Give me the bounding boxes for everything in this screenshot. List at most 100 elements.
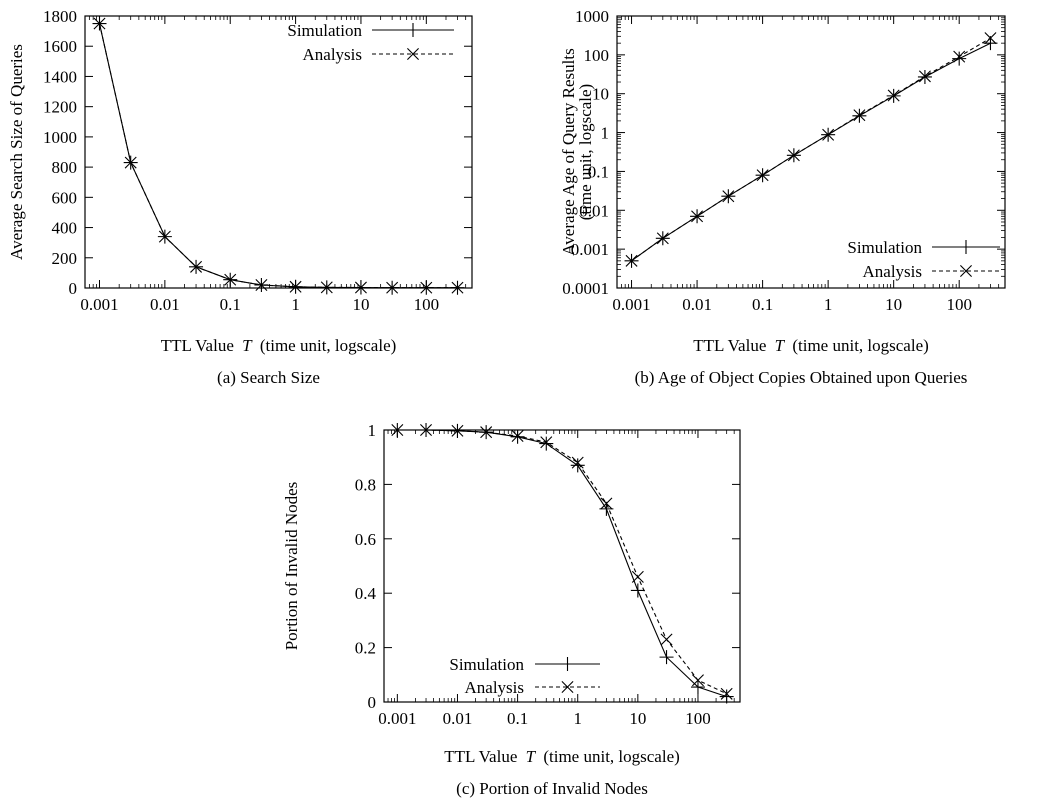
y-tick-label: 0.01 bbox=[579, 201, 609, 220]
series-analysis bbox=[625, 32, 997, 267]
data-point bbox=[289, 280, 302, 293]
series-line bbox=[631, 37, 991, 262]
legend-marker bbox=[959, 240, 973, 254]
legend-marker bbox=[561, 681, 574, 693]
y-tick-label: 200 bbox=[52, 249, 78, 268]
data-point bbox=[659, 650, 674, 665]
data-point bbox=[158, 230, 171, 243]
x-tick-label: 100 bbox=[414, 295, 440, 314]
series-line bbox=[98, 23, 458, 289]
data-point bbox=[540, 436, 553, 449]
data-point bbox=[822, 128, 835, 141]
data-point bbox=[451, 281, 464, 294]
series-analysis bbox=[93, 17, 464, 294]
chart-invalid-nodes: 0.001 0.01 0.1 1 10 100 0 0.2 0.4 0.6 0.8 1 TTL Valu… bbox=[282, 421, 741, 798]
y-tick-label: 600 bbox=[52, 188, 78, 207]
data-point bbox=[953, 50, 966, 63]
data-point bbox=[391, 424, 404, 436]
data-point bbox=[656, 232, 669, 245]
series-line bbox=[397, 429, 727, 698]
data-point bbox=[480, 426, 493, 439]
chart-caption: (b) Age of Object Copies Obtained upon Q… bbox=[635, 368, 968, 387]
x-tick-label: 0.1 bbox=[752, 295, 773, 314]
data-point bbox=[918, 70, 931, 83]
legend-marker bbox=[960, 265, 972, 277]
x-axis-label: TTL Value T (time unit, logscale) bbox=[693, 336, 929, 355]
y-tick-label: 1000 bbox=[43, 128, 77, 147]
data-point bbox=[787, 149, 800, 162]
chart-caption: (a) Search Size bbox=[217, 368, 320, 387]
y-tick-label: 1600 bbox=[43, 37, 77, 56]
y-tick-label: 800 bbox=[52, 158, 78, 177]
legend-label: Simulation bbox=[847, 238, 922, 257]
y-axis-label: Average Search Size of Queries bbox=[7, 44, 26, 260]
legend-marker bbox=[406, 23, 420, 37]
legend: Simulation Analysis bbox=[847, 238, 1000, 281]
data-point bbox=[722, 190, 735, 203]
data-point bbox=[420, 424, 433, 436]
legend-marker bbox=[560, 657, 575, 671]
x-tick-label: 0.001 bbox=[80, 295, 118, 314]
y-tick-label: 1 bbox=[601, 124, 610, 143]
data-point bbox=[320, 281, 333, 294]
data-point bbox=[511, 429, 524, 442]
data-point bbox=[952, 51, 967, 66]
data-point bbox=[719, 689, 734, 704]
series-simulation bbox=[390, 423, 734, 704]
legend: Simulation Analysis bbox=[449, 655, 600, 697]
data-point bbox=[691, 210, 704, 223]
y-tick-label: 400 bbox=[52, 219, 78, 238]
legend-label: Simulation bbox=[287, 21, 362, 40]
data-point bbox=[756, 169, 769, 182]
data-point bbox=[124, 156, 137, 169]
series-analysis bbox=[391, 424, 733, 700]
x-tick-label: 0.001 bbox=[612, 295, 650, 314]
y-tick-label: 1400 bbox=[43, 67, 77, 86]
x-tick-label: 0.1 bbox=[220, 295, 241, 314]
series-line bbox=[631, 42, 991, 262]
data-point bbox=[539, 436, 554, 451]
y-tick-label: 0.2 bbox=[355, 639, 376, 658]
series-simulation bbox=[624, 36, 998, 268]
x-tick-label: 1 bbox=[824, 295, 833, 314]
data-point bbox=[887, 89, 900, 102]
x-tick-label: 10 bbox=[629, 709, 646, 728]
y-axis-label: Portion of Invalid Nodes bbox=[282, 482, 301, 651]
x-tick-label: 100 bbox=[946, 295, 972, 314]
legend-marker bbox=[407, 48, 419, 60]
legend-label: Analysis bbox=[863, 262, 923, 281]
y-tick-label: 0.6 bbox=[355, 530, 376, 549]
y-tick-label: 0.0001 bbox=[562, 279, 609, 298]
plot-frame bbox=[84, 15, 473, 289]
data-point bbox=[625, 254, 638, 267]
x-tick-label: 10 bbox=[885, 295, 902, 314]
data-point bbox=[451, 424, 464, 437]
x-tick-label: 0.001 bbox=[378, 709, 416, 728]
legend: Simulation Analysis bbox=[287, 21, 454, 64]
chart-age-of-copies: 0.001 0.01 0.1 1 10 1000.00010.0010.010.11101… bbox=[559, 7, 1006, 387]
legend-label: Simulation bbox=[449, 655, 524, 674]
legend-label: Analysis bbox=[465, 678, 525, 697]
data-point bbox=[630, 583, 645, 598]
y-tick-label: 0 bbox=[69, 279, 78, 298]
x-tick-label: 0.01 bbox=[150, 295, 180, 314]
y-tick-label: 1800 bbox=[43, 7, 77, 26]
y-tick-label: 1 bbox=[368, 421, 377, 440]
x-tick-label: 0.01 bbox=[682, 295, 712, 314]
x-axis-label: TTL Value T (time unit, logscale) bbox=[444, 747, 680, 766]
x-tick-label: 10 bbox=[352, 295, 369, 314]
data-point bbox=[570, 458, 585, 473]
data-point bbox=[600, 497, 613, 510]
y-tick-label: 100 bbox=[584, 46, 610, 65]
y-tick-label: 0 bbox=[368, 693, 377, 712]
data-point bbox=[354, 281, 367, 294]
data-point bbox=[660, 633, 673, 646]
y-tick-label: 0.001 bbox=[571, 240, 609, 259]
data-point bbox=[631, 570, 644, 583]
data-point bbox=[853, 109, 866, 122]
series-line bbox=[397, 429, 727, 695]
data-point bbox=[984, 32, 997, 45]
x-tick-label: 1 bbox=[573, 709, 582, 728]
y-tick-label: 1000 bbox=[575, 7, 609, 26]
